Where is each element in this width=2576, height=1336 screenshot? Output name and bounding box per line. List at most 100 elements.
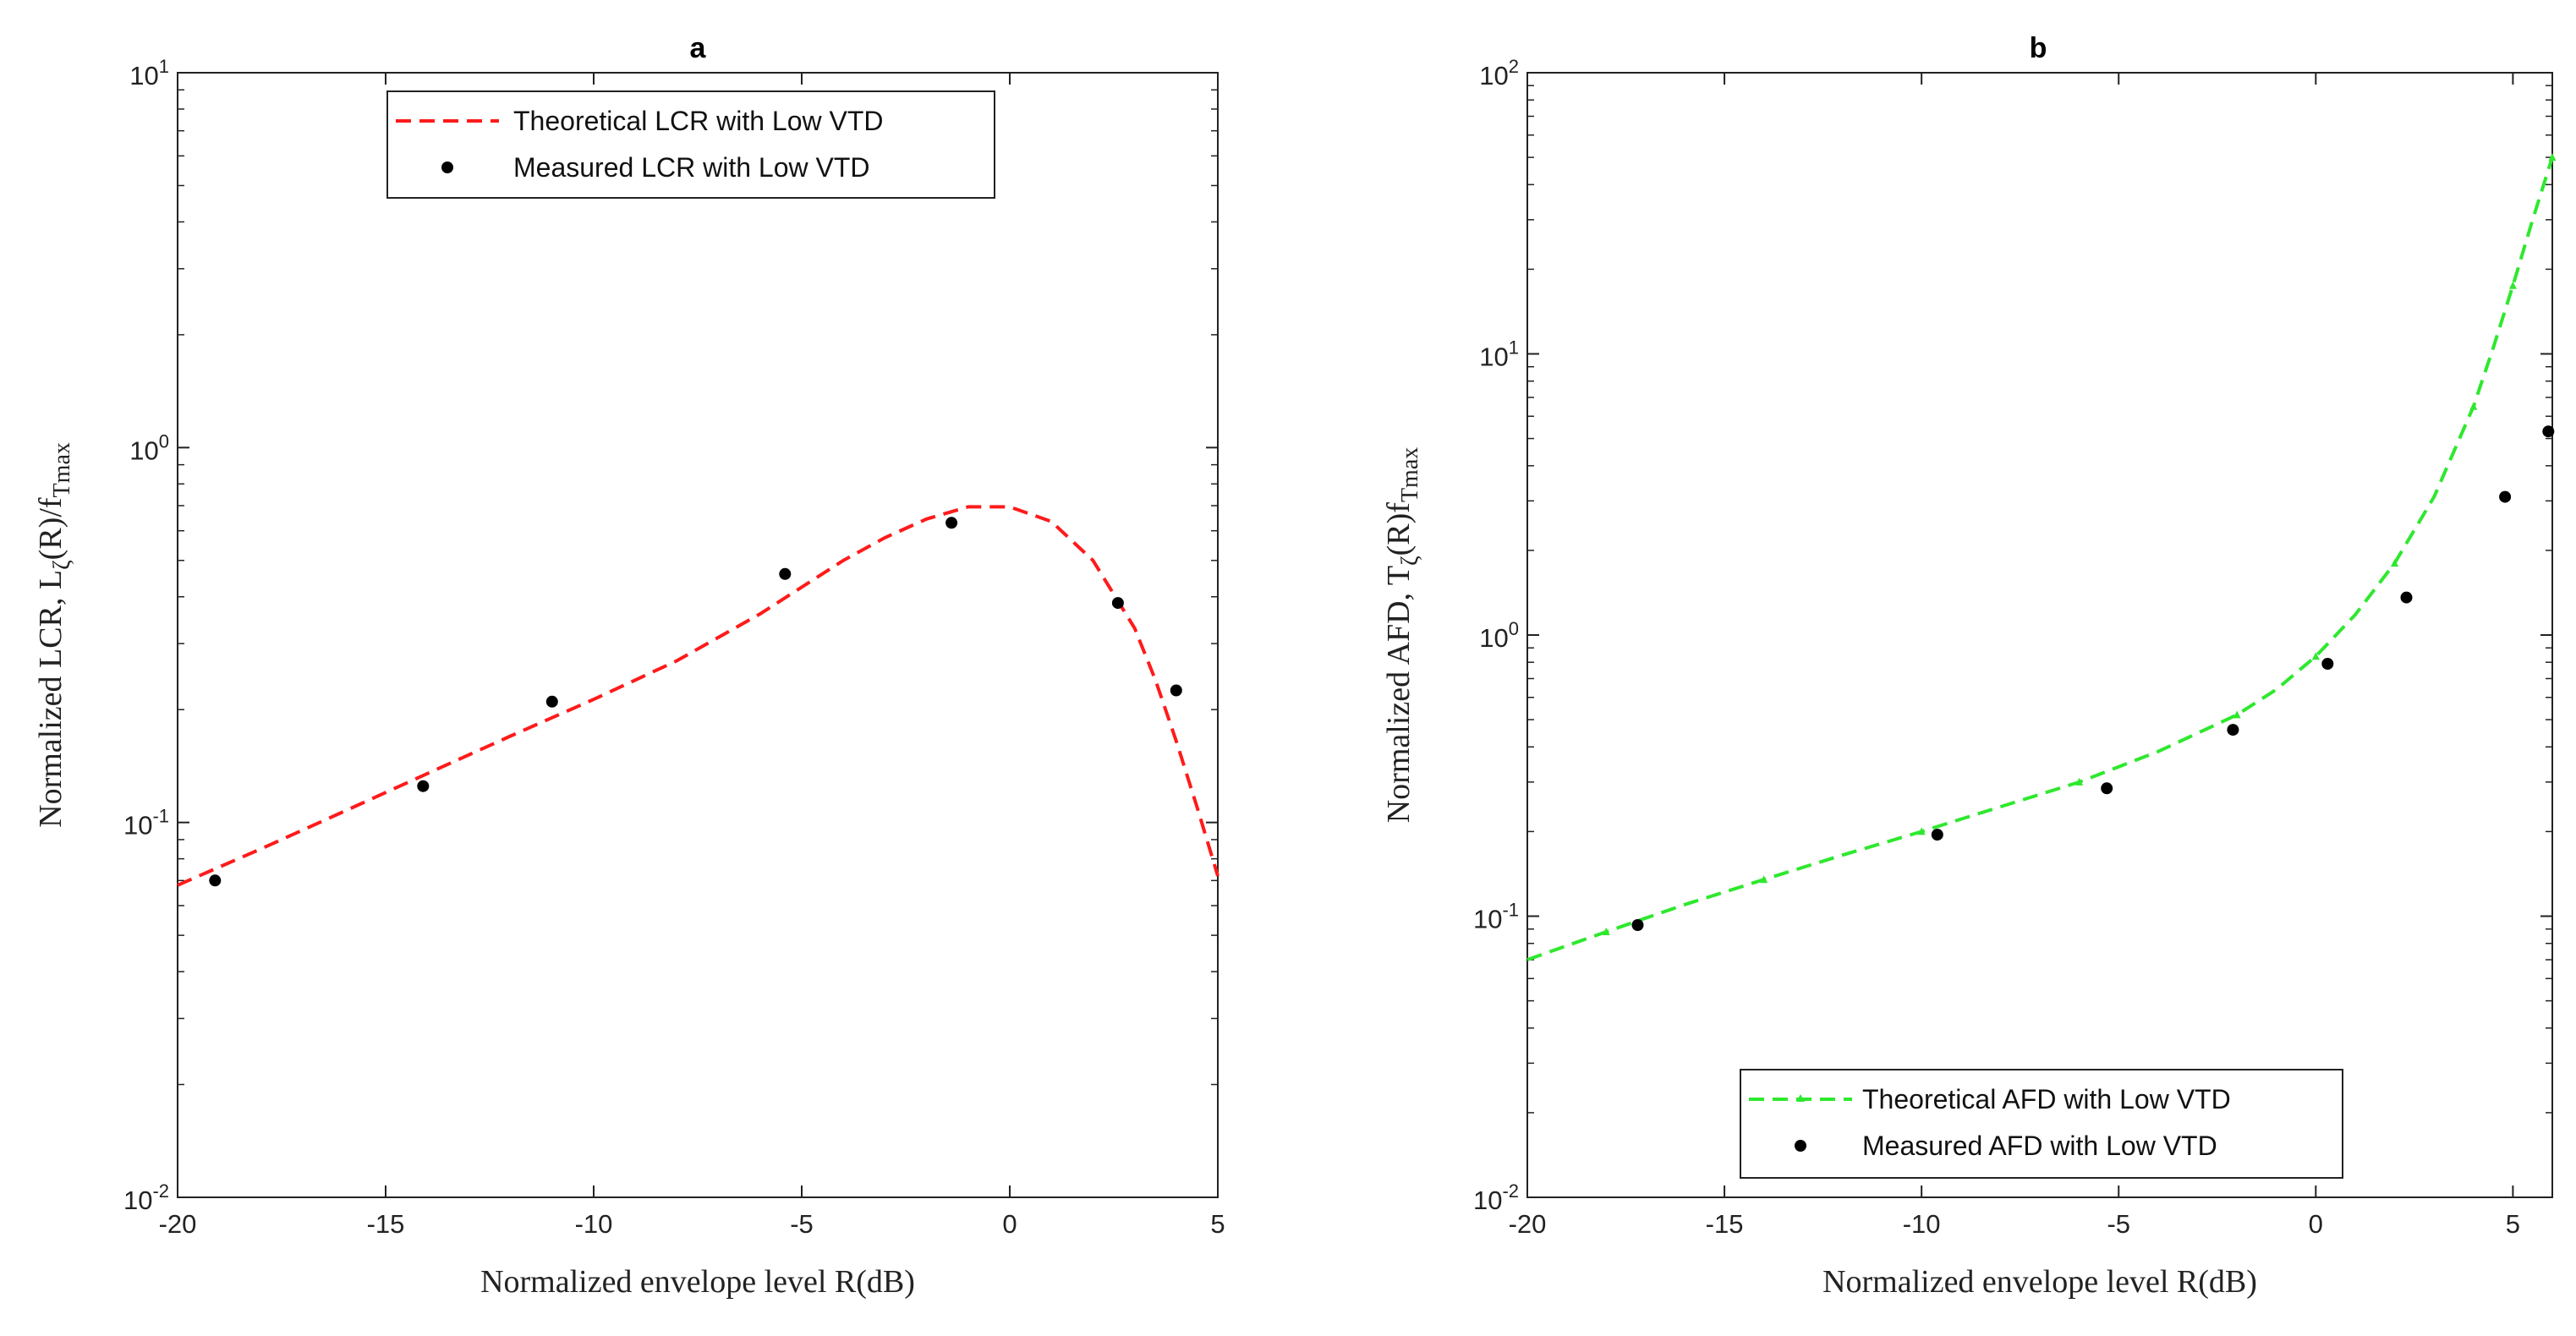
y-label-mid: (R)f [1381, 502, 1417, 556]
data-point [1931, 829, 1943, 841]
plot-area-a [177, 505, 1219, 887]
data-point [545, 695, 558, 708]
x-tick-label: 5 [2506, 1209, 2520, 1239]
x-tick-label: 5 [1210, 1209, 1225, 1239]
y-tick-label: 101 [1479, 337, 1519, 372]
y-tick-label: 100 [1479, 618, 1519, 653]
y-tick-base: 10 [1473, 1185, 1502, 1215]
legend-entry-theoretical-lcr: Theoretical LCR with Low VTD [513, 106, 883, 136]
y-tick-base: 10 [129, 61, 158, 90]
panel-a: a -20 -15 -10 -5 0 5 10-2 10-1 100 101 N… [33, 32, 1225, 1300]
y-tick-exponent: 1 [1509, 337, 1519, 359]
x-tick-labels-a: -20 -15 -10 -5 0 5 [159, 1209, 1225, 1239]
legend-box-b [1740, 1069, 2343, 1179]
y-label-main: Normalized AFD, T [1381, 566, 1417, 823]
data-point [1111, 597, 1124, 610]
triangle-marker [1760, 875, 1768, 884]
x-tick-label: 0 [2309, 1209, 2323, 1239]
y-tick-exponent: 0 [1509, 618, 1519, 639]
y-tick-base: 10 [123, 811, 152, 840]
triangle-marker [2548, 153, 2557, 162]
y-axis-label-a: Normalized LCR, Lζ(R)/fTmax [33, 442, 75, 828]
data-point [945, 517, 958, 529]
y-axis-label-b: Normalized AFD, Tζ(R)fTmax [1381, 447, 1423, 824]
plot-area-b [1526, 153, 2557, 961]
x-tick-label: -10 [1903, 1209, 1941, 1239]
y-tick-exponent: -2 [1502, 1180, 1519, 1202]
data-point [2400, 591, 2413, 604]
triangle-marker [2508, 281, 2517, 289]
y-tick-base: 10 [1479, 623, 1508, 653]
legend-entry-measured-lcr: Measured LCR with Low VTD [513, 152, 869, 183]
x-tick-label: -5 [2107, 1209, 2130, 1239]
series-line [1526, 156, 2554, 961]
y-tick-label: 101 [129, 56, 169, 90]
y-label-sub: Tmax [1397, 447, 1423, 502]
legend-marker-icon [441, 162, 453, 173]
y-label-mid: (R)/f [33, 497, 69, 560]
x-tick-label: -5 [790, 1209, 814, 1239]
y-tick-exponent: 1 [159, 56, 169, 77]
y-tick-base: 10 [1479, 61, 1508, 90]
x-tick-label: -15 [1706, 1209, 1744, 1239]
data-point [417, 780, 430, 792]
y-tick-base: 10 [1479, 342, 1508, 372]
data-point [1170, 684, 1182, 697]
x-tick-label: -20 [1509, 1209, 1547, 1239]
y-tick-base: 10 [123, 1185, 152, 1215]
data-point [209, 874, 222, 887]
y-tick-label: 10-1 [123, 806, 169, 840]
plot-frame-a [177, 72, 1219, 1198]
legend-a: Theoretical LCR with Low VTD Measured LC… [386, 90, 995, 199]
y-tick-label: 10-2 [123, 1180, 169, 1215]
panel-title-b: b [2030, 32, 2047, 64]
x-tick-labels-b: -20 -15 -10 -5 0 5 [1509, 1209, 2520, 1239]
y-tick-exponent: -1 [152, 806, 169, 827]
x-tick-label: 0 [1002, 1209, 1017, 1239]
x-axis-label-a: Normalized envelope level R(dB) [480, 1264, 915, 1300]
y-tick-base: 10 [1473, 905, 1502, 934]
y-tick-base: 10 [129, 435, 158, 465]
triangle-marker [2391, 559, 2398, 567]
panel-b: b -20 -15 -10 -5 0 5 10-2 10-1 100 101 1… [1381, 32, 2557, 1300]
triangle-marker [2233, 710, 2241, 719]
triangle-marker [2311, 652, 2320, 660]
data-point [2321, 658, 2334, 670]
y-label-sub: ζ [1397, 556, 1423, 566]
series-line [177, 505, 1219, 887]
triangle-marker [2469, 402, 2478, 410]
ticks-a [177, 72, 1219, 1198]
plot-frame-b [1526, 72, 2553, 1198]
triangle-marker [1602, 928, 1610, 935]
y-tick-label: 100 [129, 430, 169, 465]
y-tick-label: 102 [1479, 56, 1519, 90]
x-tick-label: -20 [159, 1209, 197, 1239]
data-point [2101, 782, 2113, 795]
legend-entry-theoretical-afd: Theoretical AFD with Low VTD [1862, 1084, 2231, 1114]
legend-box-a [386, 90, 995, 199]
y-tick-exponent: -1 [1502, 900, 1519, 921]
x-tick-label: -15 [367, 1209, 405, 1239]
data-point [2499, 490, 2512, 503]
panel-title-a: a [690, 32, 707, 64]
data-point [1631, 919, 1644, 931]
y-tick-labels-b: 10-2 10-1 100 101 102 [1473, 56, 1519, 1215]
y-label-main: Normalized LCR, L [33, 570, 69, 828]
ticks-b [1526, 72, 2552, 1198]
data-point [2542, 425, 2555, 438]
y-tick-exponent: 2 [1509, 56, 1519, 77]
y-tick-exponent: 0 [159, 430, 169, 452]
legend-triangle-icon [1796, 1094, 1805, 1102]
legend-marker-icon [1795, 1140, 1806, 1152]
y-label-sub: Tmax [49, 442, 75, 497]
y-label-sub: ζ [49, 560, 75, 570]
legend-b: Theoretical AFD with Low VTD Measured AF… [1740, 1069, 2343, 1179]
data-point [779, 567, 792, 580]
y-tick-labels-a: 10-2 10-1 100 101 [123, 56, 169, 1215]
legend-entry-measured-afd: Measured AFD with Low VTD [1862, 1131, 2217, 1161]
y-tick-label: 10-2 [1473, 1180, 1519, 1215]
x-tick-label: -10 [575, 1209, 613, 1239]
y-tick-exponent: -2 [152, 1180, 169, 1202]
triangle-marker [1917, 827, 1926, 835]
y-tick-label: 10-1 [1473, 900, 1519, 934]
